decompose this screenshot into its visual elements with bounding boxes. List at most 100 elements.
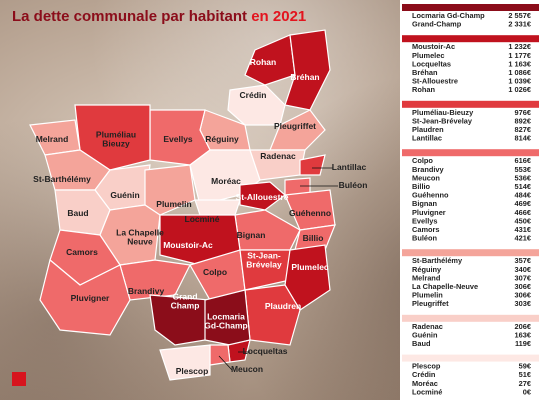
label-line: Bieuzy [102,139,130,149]
debt-value: 431€ [515,225,531,234]
label-line: Colpo [203,267,227,277]
label-line: Neuve [127,237,153,247]
label-line: Bréhan [290,72,319,82]
commune-label: Plaudren [265,301,301,311]
group-bar [402,4,539,11]
commune-area [284,244,331,311]
ranking-table: Locmaria Gd-Champ 2 557€ Grand-Champ 2 331€… [402,4,539,396]
title-text: La dette communale par habitant [12,8,247,25]
label-line: Billio [303,233,324,243]
group-bar [402,100,539,108]
debt-value: 303€ [515,299,531,308]
commune-name: Locminé [412,387,442,396]
commune-name: St-Jean-Brévelay [412,116,473,125]
commune-label: Colpo [203,267,227,277]
commune-label: St-Jean-Brévelay [246,251,282,270]
commune-label: Rohan [250,57,276,67]
debt-value: 1 039€ [508,77,531,86]
commune-area [209,344,231,366]
debt-value: 163€ [515,330,531,339]
commune-name: Plescop [412,362,441,371]
label-line: Gd-Champ [204,321,247,331]
commune-area [194,199,241,216]
debt-value: 553€ [515,165,531,174]
commune-name: St-Allouestre [412,77,458,86]
commune-label: Bréhan [290,72,319,82]
commune-area [144,164,196,216]
label-line: Buléon [339,180,368,190]
commune-name: Melrand [412,273,441,282]
debt-value: 616€ [515,156,531,165]
commune-name: Billio [412,182,431,191]
debt-value: 306€ [515,282,531,291]
group-bar [402,149,539,157]
commune-name: Plumelec [412,51,444,60]
commune-label: Pluvigner [71,293,110,303]
debt-value: 484€ [515,191,531,200]
group-bar [402,354,539,362]
map-labels: Rohan Bréhan Crédin Melrand Pluméliau Bieuzy E… [33,57,367,376]
label-line: Pluméliau [96,130,136,140]
commune-label: Guéhenno [289,208,331,218]
commune-name: Radenac [412,322,443,331]
label-line: Locqueltas [243,346,288,356]
debt-value: 827€ [515,125,531,134]
commune-label: Baud [67,208,88,218]
commune-label: Grand Champ [171,292,200,311]
commune-label: Pluméliau Bieuzy [96,130,136,149]
title-year: en 2021 [251,8,306,25]
commune-name: Crédin [412,370,436,379]
commune-name: Guénin [412,330,438,339]
debt-value: 1 177€ [508,51,531,60]
label-line: Camors [66,247,98,257]
debt-value: 2 331€ [508,20,531,29]
commune-label: Pleugriffet [274,121,316,131]
callout [218,355,233,371]
label-line: Moustoir-Ac [163,240,213,250]
commune-area [39,258,131,336]
commune-label: St-Allouestre [236,192,289,202]
debt-value: 1 086€ [508,68,531,77]
commune-label: Réguiny [205,134,239,144]
commune-label: Plescop [176,366,209,376]
label-line: Pluvigner [71,293,110,303]
group-bar [402,314,539,322]
logo [12,372,26,386]
commune-label: Plumelec [291,262,329,272]
debt-value: 206€ [515,322,531,331]
label-line: St-Barthélémy [33,174,91,184]
label-line: Crédin [240,90,267,100]
debt-value: 466€ [515,208,531,217]
commune-name: Evellys [412,216,437,225]
commune-label: Locminé [185,214,220,224]
debt-value: 357€ [515,256,531,265]
commune-name: Réguiny [412,265,442,274]
label-line: Grand [172,292,197,302]
debt-value: 27€ [519,379,531,388]
commune-label: La Chapelle Neuve [116,228,164,247]
group-bar [402,249,539,257]
commune-label: Camors [66,247,98,257]
label-line: Locminé [185,214,220,224]
commune-name: St-Barthélémy [412,256,463,265]
commune-label: Bignan [237,230,266,240]
label-line: Baud [67,208,88,218]
commune-name: Pleugriffet [412,299,449,308]
commune-area [299,154,326,176]
commune-name: Meucon [412,173,440,182]
commune-area [159,344,211,381]
commune-area [269,109,326,151]
commune-name: Colpo [412,156,433,165]
commune-label: St-Barthélémy [33,174,91,184]
commune-name: Camors [412,225,440,234]
label-line: St-Allouestre [236,192,289,202]
debt-value: 514€ [515,182,531,191]
commune-name: Locqueltas [412,59,451,68]
commune-label: Moustoir-Ac [163,240,213,250]
debt-value: 306€ [515,291,531,300]
debt-value: 1 163€ [508,59,531,68]
callouts [218,167,338,371]
label-line: Plescop [176,366,209,376]
label-line: Guénin [110,190,139,200]
